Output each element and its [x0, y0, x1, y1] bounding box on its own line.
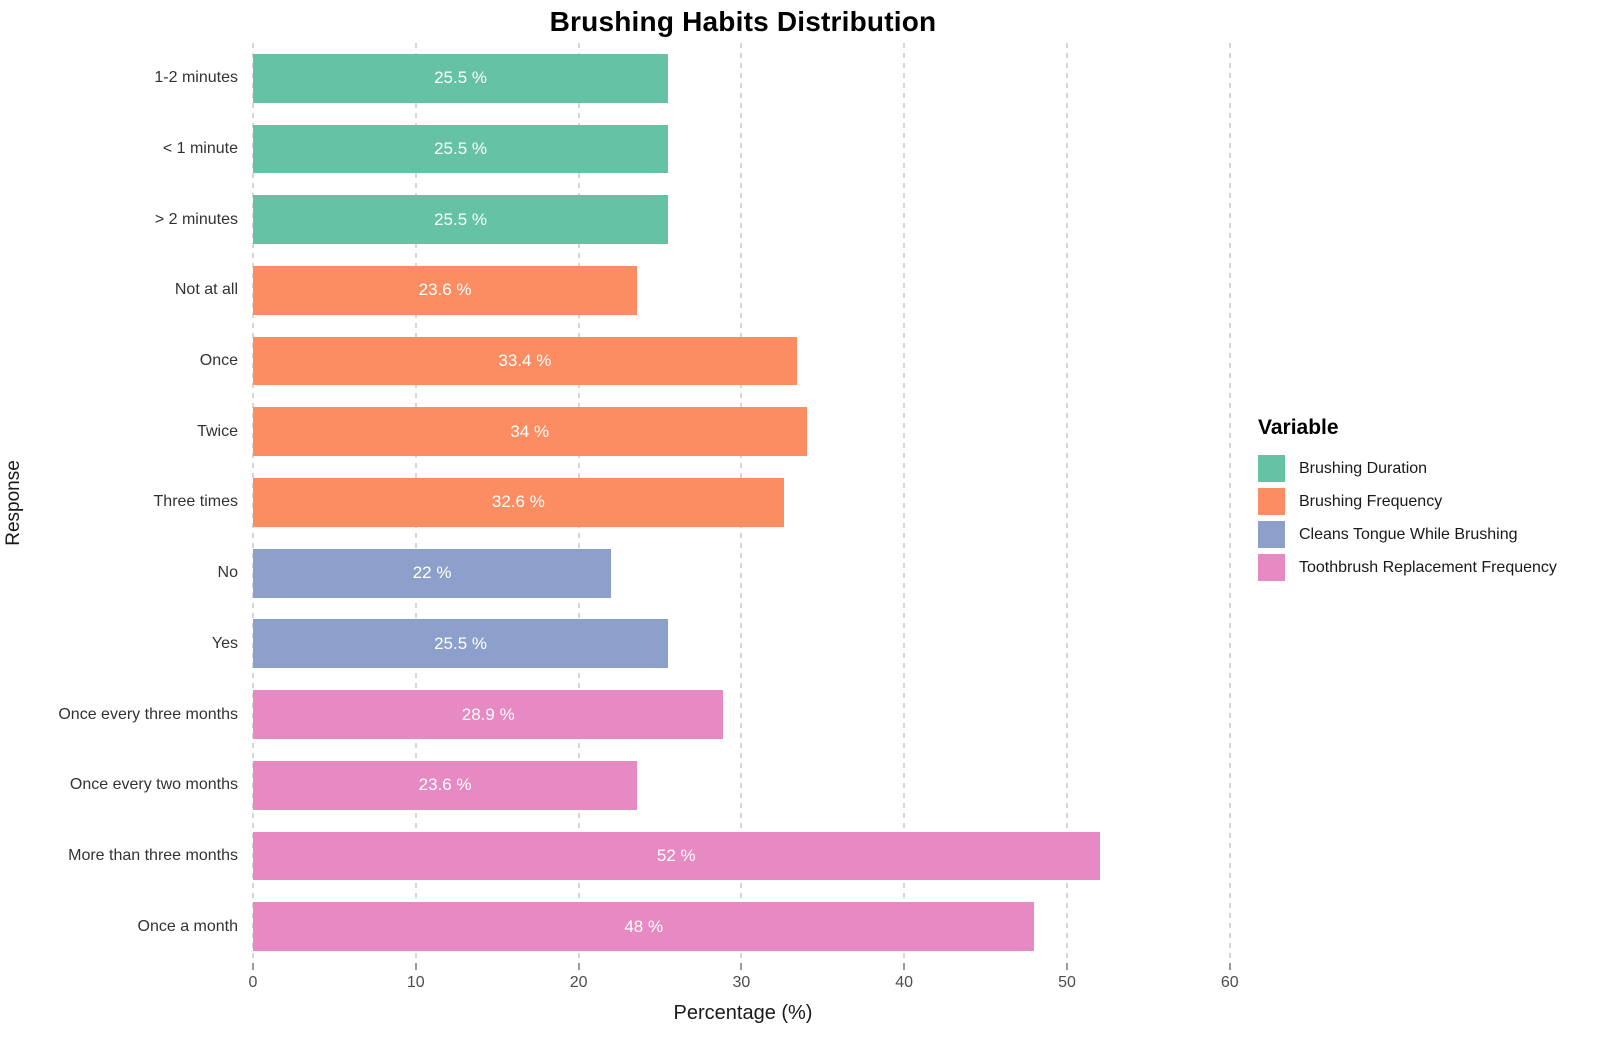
legend-item: Brushing Frequency: [1258, 485, 1557, 518]
x-tick-mark: [903, 963, 906, 970]
bar-row: 22 %: [246, 538, 1240, 609]
x-tick-mark: [740, 963, 743, 970]
gridline-x-60: [1228, 43, 1231, 962]
bar-row: 52 %: [246, 821, 1240, 892]
legend-title: Variable: [1258, 416, 1339, 439]
bar: 23.6 %: [253, 266, 638, 315]
legend: Variable Brushing Duration Brushing Frequ…: [1258, 416, 1557, 584]
x-tick-label: 0: [248, 974, 258, 991]
bar-value-label: 25.5 %: [434, 209, 488, 229]
bar-value-label: 25.5 %: [434, 68, 488, 88]
x-tick-mark: [577, 963, 580, 970]
legend-item: Toothbrush Replacement Frequency: [1258, 551, 1557, 584]
bar-value-label: 25.5 %: [434, 139, 488, 159]
legend-label: Brushing Frequency: [1299, 492, 1443, 510]
category-label: Yes: [211, 634, 238, 652]
bar: 25.5 %: [253, 195, 669, 245]
x-tick-mark: [1228, 963, 1231, 970]
category-label: More than three months: [68, 846, 238, 864]
bar: 33.4 %: [253, 336, 797, 386]
category-label: Once every three months: [58, 705, 238, 723]
gridline-x-40: [903, 43, 906, 962]
category-label: No: [217, 564, 238, 582]
bar-value-label: 28.9 %: [461, 704, 515, 724]
legend-swatch: [1258, 455, 1285, 482]
bar-row: 25.5 %: [246, 609, 1240, 680]
bar: 22 %: [253, 548, 612, 598]
x-axis-title: Percentage (%): [673, 1002, 813, 1024]
x-tick-label: 10: [406, 974, 425, 991]
legend-item: Cleans Tongue While Brushing: [1258, 518, 1557, 551]
legend-label: Cleans Tongue While Brushing: [1299, 525, 1518, 543]
legend-swatch: [1258, 554, 1285, 581]
category-label: < 1 minute: [162, 140, 238, 158]
bar: 25.5 %: [253, 619, 669, 669]
bar: 48 %: [253, 902, 1035, 951]
legend-item: Brushing Duration: [1258, 452, 1557, 485]
x-tick-label: 40: [895, 974, 914, 991]
x-axis: 0 10 20 30 40 50 60: [246, 962, 1240, 1004]
bar: 28.9 %: [253, 690, 724, 739]
legend-swatch: [1258, 521, 1285, 548]
x-tick-mark: [414, 963, 417, 970]
x-tick-label: 30: [732, 974, 751, 991]
x-tick-mark: [1066, 963, 1068, 970]
chart-title: Brushing Habits Distribution: [549, 6, 937, 37]
y-axis-category-labels: 1-2 minutes < 1 minute > 2 minutes Not at a…: [0, 43, 238, 962]
bar-row: 25.5 %: [246, 114, 1240, 185]
x-tick-mark: [252, 963, 254, 970]
bar-value-label: 23.6 %: [418, 775, 472, 795]
x-tick-label: 60: [1220, 974, 1239, 991]
bar-value-label: 33.4 %: [498, 351, 552, 371]
bar-row: 34 %: [246, 396, 1240, 467]
legend-swatch: [1258, 488, 1285, 515]
category-label: Once a month: [137, 917, 239, 935]
legend-label: Brushing Duration: [1299, 459, 1428, 477]
bar-row: 25.5 %: [246, 43, 1240, 114]
category-label: > 2 minutes: [154, 210, 238, 228]
gridline-x-50: [1066, 43, 1068, 962]
bar-row: 32.6 %: [246, 467, 1240, 538]
category-label: 1-2 minutes: [154, 69, 238, 87]
bar-row: 23.6 %: [246, 255, 1240, 326]
category-label: Once every two months: [69, 776, 238, 794]
category-label: Once: [199, 352, 238, 370]
bars-layer: 25.5 % 25.5 % 25.5 % 23.6 % 33.4 % 34 % 32.6 %…: [246, 43, 1240, 962]
bar-row: 23.6 %: [246, 750, 1240, 821]
x-tick-label: 20: [569, 974, 588, 991]
bar: 23.6 %: [253, 760, 638, 810]
legend-label: Toothbrush Replacement Frequency: [1299, 558, 1557, 576]
category-label: Twice: [197, 422, 238, 440]
bar-row: 33.4 %: [246, 326, 1240, 397]
legend-items: Brushing Duration Brushing Frequency Clean…: [1258, 452, 1557, 584]
plot-panel: 25.5 % 25.5 % 25.5 % 23.6 % 33.4 % 34 % 32.6 %…: [246, 43, 1240, 962]
bar: 25.5 %: [253, 124, 669, 174]
bar-value-label: 23.6 %: [418, 280, 472, 300]
bar-row: 25.5 %: [246, 184, 1240, 255]
bar-row: 28.9 %: [246, 679, 1240, 750]
bar-value-label: 52 %: [656, 845, 696, 865]
bar: 52 %: [253, 831, 1100, 881]
bar: 25.5 %: [253, 53, 669, 103]
bar-value-label: 25.5 %: [434, 633, 488, 653]
bar-value-label: 34 %: [510, 421, 550, 441]
bar-value-label: 32.6 %: [491, 492, 545, 512]
bar: 34 %: [253, 407, 807, 457]
bar-value-label: 48 %: [624, 916, 664, 936]
category-label: Not at all: [174, 281, 238, 299]
x-tick-label: 50: [1058, 974, 1076, 991]
category-label: Three times: [153, 493, 238, 511]
bar-row: 48 %: [246, 891, 1240, 962]
bar: 32.6 %: [253, 478, 784, 527]
bar-value-label: 22 %: [412, 563, 452, 583]
